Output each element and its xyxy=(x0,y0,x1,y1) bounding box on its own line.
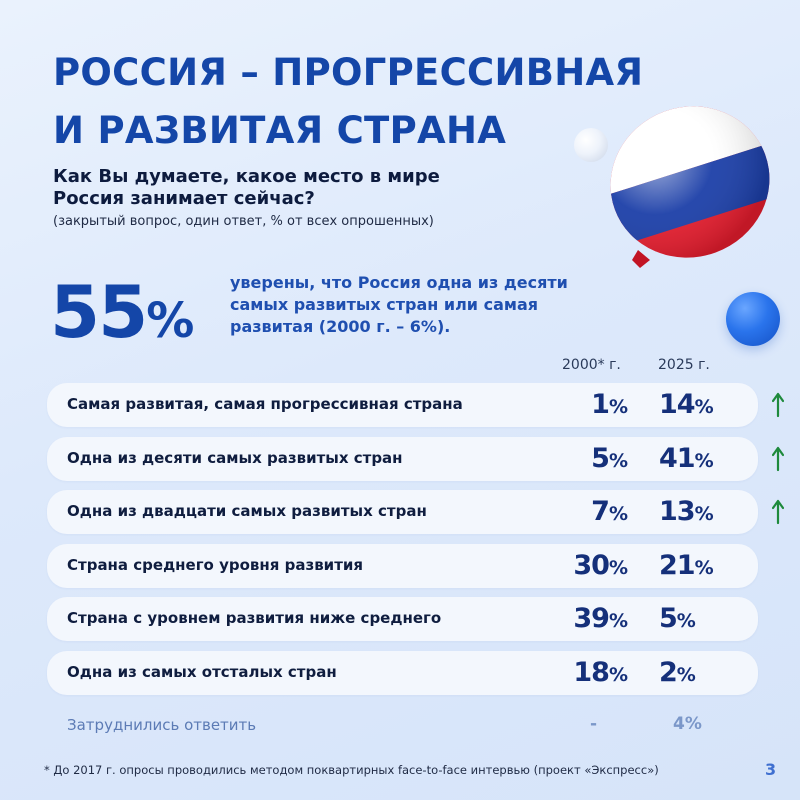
value-2025-number: 5 xyxy=(659,603,678,635)
value-2025-number: 13 xyxy=(659,496,696,528)
value-2000: 7% xyxy=(591,494,628,532)
table-row: Одна из самых отсталых стран 18% 2% xyxy=(47,651,758,695)
table-row: Страна среднего уровня развития 30% 21% xyxy=(47,543,758,588)
arrow-up-icon xyxy=(772,446,784,471)
value-2000: 30% xyxy=(573,548,628,586)
row-label: Страна среднего уровня развития xyxy=(67,555,364,574)
column-header-2000: 2000* г. xyxy=(562,357,621,373)
value-2025-number: 21 xyxy=(659,549,696,581)
value-2025: 21% xyxy=(659,548,714,586)
page-number: 3 xyxy=(765,760,777,779)
question-note: (закрытый вопрос, один ответ, % от всех … xyxy=(53,214,434,229)
highlight-line-2: самых развитых стран или самая xyxy=(230,295,539,314)
value-2000-number: 18 xyxy=(573,657,610,688)
blue-bubble-icon xyxy=(726,292,780,346)
survey-question: Как Вы думаете, какое место в мире Росси… xyxy=(53,166,440,210)
highlight-line-3: развитая (2000 г. – 6%). xyxy=(230,317,451,336)
percent-sign: % xyxy=(608,610,628,633)
percent-sign: % xyxy=(608,664,628,686)
row-label: Самая развитая, самая прогрессивная стра… xyxy=(67,395,463,413)
title-line-2: И РАЗВИТАЯ СТРАНА xyxy=(53,109,507,152)
arrow-up-icon xyxy=(772,392,784,418)
value-2000-number: 39 xyxy=(573,603,610,635)
value-2025: 13% xyxy=(659,494,714,532)
column-header-2025: 2025 г. xyxy=(658,357,710,373)
value-2025: 41% xyxy=(659,441,714,479)
value-2000-number: 5 xyxy=(591,442,610,474)
value-2000: 5% xyxy=(591,441,628,479)
percent-sign: % xyxy=(694,396,714,418)
table-row: Самая развитая, самая прогрессивная стра… xyxy=(47,383,784,427)
row-label: Страна с уровнем развития ниже среднего xyxy=(67,609,442,628)
dont-know-2000: - xyxy=(590,714,598,734)
row-label: Одна из десяти самых развитых стран xyxy=(67,448,403,467)
dont-know-label: Затруднились ответить xyxy=(67,716,257,734)
table-row: Страна с уровнем развития ниже среднего 3… xyxy=(47,597,758,642)
percent-sign: % xyxy=(608,449,628,472)
value-2025: 2% xyxy=(659,655,696,693)
value-2000: 39% xyxy=(573,601,628,639)
arrow-up-icon xyxy=(772,500,784,525)
value-2000-number: 7 xyxy=(591,496,610,528)
value-2025-number: 14 xyxy=(659,389,696,420)
dont-know-2025: 4% xyxy=(673,714,702,734)
value-2000-number: 30 xyxy=(573,549,610,581)
table-row: Одна из десяти самых развитых стран 5% 41% xyxy=(47,436,784,481)
value-2000: 1% xyxy=(591,387,628,425)
value-2025: 5% xyxy=(659,601,696,639)
value-2000: 18% xyxy=(573,655,628,693)
percent-sign: % xyxy=(694,556,714,579)
highlight-percent: 55% xyxy=(50,262,194,382)
white-bubble-icon xyxy=(574,128,608,162)
value-2025-number: 2 xyxy=(659,657,678,688)
highlight-line-1: уверены, что Россия одна из десяти xyxy=(230,273,568,292)
question-line-2: Россия занимает сейчас? xyxy=(53,188,315,209)
russian-flag-balloon-icon xyxy=(589,100,780,280)
percent-sign: % xyxy=(608,556,628,579)
highlight-number: 55 xyxy=(50,270,148,354)
percent-sign: % xyxy=(608,396,628,418)
question-line-1: Как Вы думаете, какое место в мире xyxy=(53,166,440,187)
highlight-description: уверены, что Россия одна из десяти самых… xyxy=(230,272,630,338)
percent-sign: % xyxy=(676,610,696,633)
footnote: * До 2017 г. опросы проводились методом … xyxy=(44,763,659,777)
row-label: Одна из двадцати самых развитых стран xyxy=(67,502,427,521)
value-2000-number: 1 xyxy=(591,389,610,420)
percent-sign: % xyxy=(694,503,714,526)
highlight-percent-sign: % xyxy=(146,293,195,349)
title-line-1: РОССИЯ – ПРОГРЕССИВНАЯ xyxy=(53,51,644,94)
page-title: РОССИЯ – ПРОГРЕССИВНАЯ И РАЗВИТАЯ СТРАНА xyxy=(53,44,643,160)
table-row: Одна из двадцати самых развитых стран 7% 1… xyxy=(47,490,784,535)
value-2025: 14% xyxy=(659,387,714,425)
percent-sign: % xyxy=(676,664,696,686)
percent-sign: % xyxy=(694,449,714,472)
row-label: Одна из самых отсталых стран xyxy=(67,663,337,681)
value-2025-number: 41 xyxy=(659,442,696,474)
percent-sign: % xyxy=(608,503,628,526)
